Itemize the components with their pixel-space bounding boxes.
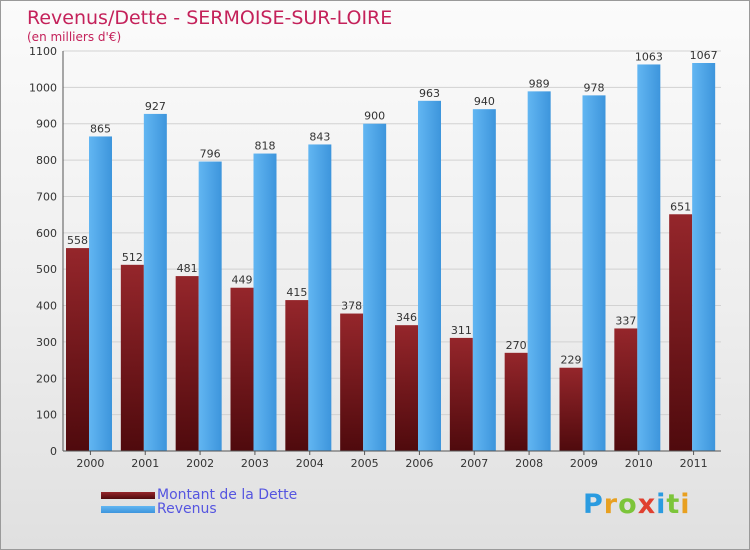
bar-dette: [120, 264, 144, 451]
x-tick-label: 2000: [76, 457, 104, 470]
bar-dette: [175, 276, 199, 451]
data-label: 651: [670, 200, 691, 213]
data-label: 415: [286, 286, 307, 299]
x-tick-label: 2010: [625, 457, 653, 470]
data-label: 843: [309, 130, 330, 143]
bar-dette: [66, 248, 89, 451]
bar-dette: [340, 313, 364, 451]
logo-letter: i: [656, 489, 667, 520]
x-tick-label: 2003: [241, 457, 269, 470]
legend-swatch-dette: [101, 491, 155, 499]
data-label: 558: [67, 234, 88, 247]
y-tick-label: 400: [36, 300, 57, 313]
y-tick-label: 100: [36, 409, 57, 422]
bar-revenus: [143, 113, 167, 451]
x-tick-label: 2006: [405, 457, 433, 470]
data-label: 311: [451, 324, 472, 337]
bar-revenus: [198, 161, 222, 451]
legend-label-dette: Montant de la Dette: [157, 487, 298, 503]
bar-revenus: [582, 95, 606, 451]
data-label: 229: [561, 354, 582, 367]
legend-item-revenus: Revenus: [101, 501, 217, 517]
data-label: 346: [396, 311, 417, 324]
y-tick-label: 800: [36, 154, 57, 167]
y-tick-label: 600: [36, 227, 57, 240]
x-tick-label: 2009: [570, 457, 598, 470]
data-label: 1067: [690, 49, 718, 62]
logo-letter: o: [618, 489, 638, 520]
data-label: 512: [122, 251, 143, 264]
bar-dette: [285, 300, 309, 451]
x-axis-ticks: 2000 2001 2002 2003 2004 2005 2006 2007 2008 2009…: [76, 451, 708, 470]
x-tick-label: 2004: [296, 457, 324, 470]
data-label: 927: [145, 100, 166, 113]
data-label: 963: [419, 87, 440, 100]
logo-letter: i: [680, 489, 691, 520]
y-tick-label: 300: [36, 336, 57, 349]
bar-revenus: [637, 64, 661, 452]
data-label: 1063: [635, 50, 663, 63]
data-label: 378: [341, 300, 362, 313]
y-tick-label: 900: [36, 118, 57, 131]
bar-revenus: [253, 153, 277, 451]
logo-letter: r: [603, 489, 619, 520]
x-tick-label: 2002: [186, 457, 214, 470]
logo-letter: P: [583, 489, 604, 520]
data-label: 796: [200, 148, 221, 161]
x-tick-label: 2005: [351, 457, 379, 470]
bar-revenus: [527, 91, 551, 451]
bar-dette: [669, 214, 693, 451]
x-tick-label: 2001: [131, 457, 159, 470]
x-tick-label: 2008: [515, 457, 543, 470]
bar-dette: [614, 328, 638, 451]
grid-lines: [63, 50, 721, 452]
y-tick-label: 0: [50, 445, 57, 458]
bars: [66, 63, 716, 452]
data-labels: 558 865 512 927 481 796 449 818 415 843 378 900 346 9…: [67, 49, 718, 367]
bar-dette: [449, 337, 473, 451]
axes: [62, 51, 721, 452]
proxiti-logo: Proxiti: [583, 489, 691, 520]
logo-letter: x: [637, 489, 657, 520]
bar-revenus: [308, 144, 332, 452]
x-tick-label: 2011: [680, 457, 708, 470]
y-axis-ticks: 0 100 200 300 400 500 600 700 800 900 1000 1100: [29, 45, 57, 458]
data-label: 865: [90, 122, 111, 135]
data-label: 989: [529, 77, 550, 90]
data-label: 270: [506, 339, 527, 352]
bar-revenus: [89, 136, 112, 452]
data-label: 481: [177, 262, 198, 275]
y-tick-label: 700: [36, 190, 57, 203]
data-label: 449: [232, 274, 253, 287]
bar-revenus: [363, 123, 387, 452]
legend-item-dette: Montant de la Dette: [101, 487, 297, 503]
y-tick-label: 1000: [29, 81, 57, 94]
data-label: 978: [584, 81, 605, 94]
logo-letter: t: [666, 489, 681, 520]
bar-revenus: [418, 100, 441, 452]
chart-subtitle: (en milliers d'€): [27, 30, 122, 44]
y-tick-label: 200: [36, 372, 57, 385]
bar-dette: [395, 325, 418, 451]
bar-dette: [504, 352, 528, 451]
bar-revenus: [692, 63, 716, 451]
bar-dette: [230, 287, 254, 451]
bar-dette: [559, 367, 583, 451]
data-label: 940: [474, 95, 495, 108]
y-tick-label: 500: [36, 263, 57, 276]
legend-label-revenus: Revenus: [157, 501, 217, 517]
y-tick-label: 1100: [29, 45, 57, 58]
x-tick-label: 2007: [460, 457, 488, 470]
chart-title: Revenus/Dette - SERMOISE-SUR-LOIRE: [27, 7, 393, 29]
data-label: 818: [255, 140, 276, 153]
data-label: 900: [364, 110, 385, 123]
bar-revenus: [472, 109, 496, 451]
legend-swatch-revenus: [101, 505, 155, 513]
data-label: 337: [615, 314, 636, 327]
